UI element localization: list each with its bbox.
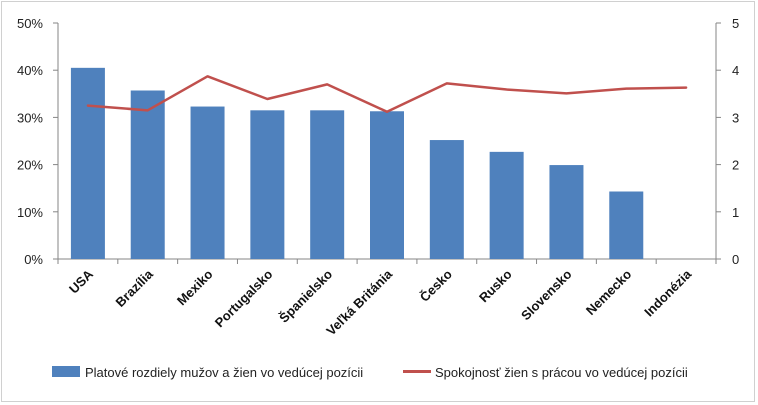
category-label: Nemecko — [583, 266, 635, 318]
category-label: Slovensko — [518, 266, 575, 323]
category-label: Španielsko — [276, 266, 335, 325]
bar — [310, 110, 345, 259]
right-tick-label: 0 — [732, 252, 739, 267]
right-tick-label: 1 — [732, 205, 739, 220]
bar — [549, 165, 584, 259]
category-label: Mexiko — [174, 266, 216, 308]
category-label: Indonézia — [641, 266, 695, 320]
bar-series — [70, 67, 644, 259]
left-tick-label: 50% — [17, 16, 43, 31]
right-tick-label: 4 — [732, 63, 739, 78]
left-tick-label: 20% — [17, 158, 43, 173]
left-tick-label: 10% — [17, 205, 43, 220]
category-label: Rusko — [476, 266, 515, 305]
right-tick-label: 3 — [732, 110, 739, 125]
bar — [609, 191, 644, 259]
bar — [489, 151, 524, 259]
category-label: Česko — [417, 266, 455, 304]
bar — [130, 90, 165, 259]
left-tick-label: 0% — [24, 252, 43, 267]
right-tick-label: 5 — [732, 16, 739, 31]
category-label: Portugalsko — [212, 266, 276, 330]
legend-line-label: Spokojnosť žien s prácou vo vedúcej pozí… — [435, 365, 688, 380]
tick-labels: 0% 10% 20% 30% 40% 50% 0 1 2 3 4 5 — [17, 16, 739, 267]
line-series — [86, 75, 688, 113]
bar — [250, 110, 285, 259]
legend-bar-swatch — [52, 366, 80, 377]
line-path — [86, 75, 688, 113]
bar — [70, 67, 105, 259]
legend: Platové rozdiely mužov a žien vo vedúcej… — [52, 365, 688, 380]
category-label: Brazília — [113, 266, 157, 310]
bar — [429, 140, 464, 259]
left-tick-label: 30% — [17, 110, 43, 125]
left-tick-label: 40% — [17, 63, 43, 78]
bar — [190, 106, 225, 259]
legend-bar-label: Platové rozdiely mužov a žien vo vedúcej… — [85, 365, 363, 380]
category-label: USA — [66, 266, 96, 296]
right-tick-label: 2 — [732, 158, 739, 173]
bar — [370, 111, 404, 259]
